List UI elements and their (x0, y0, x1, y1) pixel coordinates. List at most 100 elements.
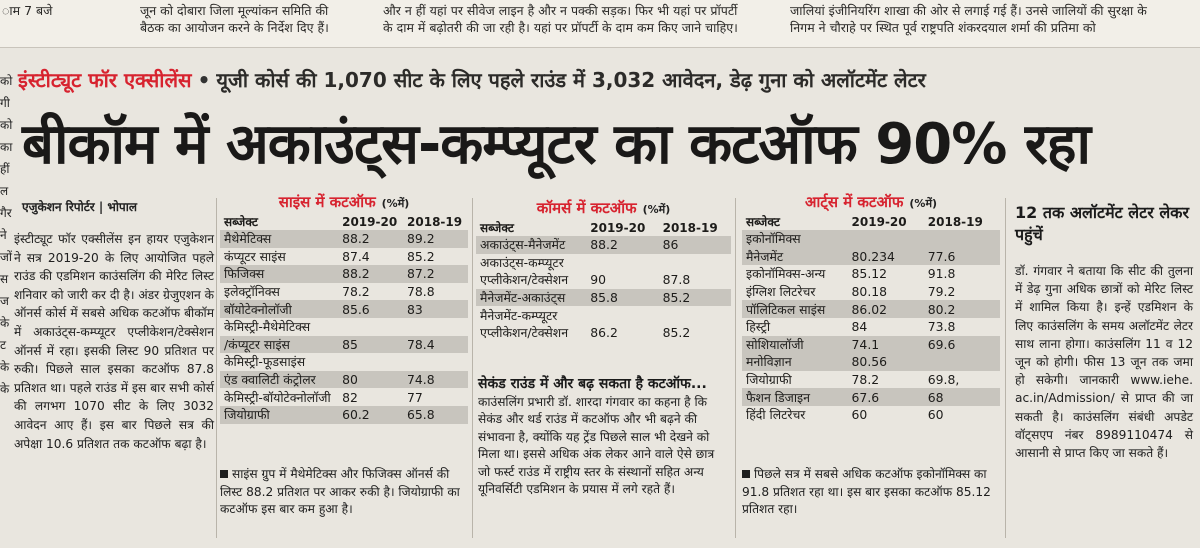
subject-cell: पॉलिटिकल साइंस (742, 300, 848, 318)
headline: बीकॉम में अकाउंट्स-कम्प्यूटर का कटऑफ 90%… (22, 112, 1091, 177)
second-round-heading: सेकंड राउंड में और बढ़ सकता है कटऑफ... (478, 376, 707, 392)
second-round-text: काउंसलिंग प्रभारी डॉ. शारदा गंगवार का कह… (478, 394, 715, 497)
arts-cutoff-table: आर्ट्स में कटऑफ (%में) सब्जेक्ट 2019-20 2… (742, 192, 1000, 424)
cutoff-2019-20-cell: 60.2 (338, 405, 404, 424)
cutoff-2018-19-cell (923, 230, 1000, 248)
arts-table: सब्जेक्ट 2019-20 2018-19 इकोनॉमिक्स मैनेज… (742, 213, 1000, 424)
cutoff-2018-19-cell: 77 (407, 389, 423, 405)
margin-fragment: स (0, 272, 9, 286)
cutoff-2019-20-cell (338, 353, 403, 371)
table-row: एंड क्वालिटी कंट्रोलर 80 74.8 (220, 370, 468, 389)
cutoff-2019-20-cell (586, 306, 658, 324)
table-row: इंग्लिश लिटरेचर 80.18 79.2 (742, 283, 1000, 301)
margin-fragment: गैर (0, 206, 12, 220)
subject-cell: मैनेजमेंट-अकाउंट्स (476, 288, 587, 307)
column-divider (735, 198, 736, 538)
cutoff-2018-19-cell: 78.4 (403, 335, 468, 354)
subject-cell: इंग्लिश लिटरेचर (746, 284, 816, 300)
cutoff-2018-19-cell: 85.2 (662, 325, 691, 341)
column-divider (216, 198, 217, 538)
margin-fragment: ने (0, 228, 7, 242)
table-row: सोशियालॉजी 74.1 69.6 (742, 335, 1000, 354)
cutoff-2019-20-cell: 85.6 (338, 300, 404, 318)
subject-cell: एप्लीकेशन/टेक्सेशन (480, 325, 569, 341)
column-header: 2019-20 (851, 214, 907, 229)
kicker-label: इंस्टीट्यूट फॉर एक्सीलेंस (18, 68, 192, 92)
allotment-heading: 12 तक अलॉटमेंट लेटर लेकर पहुंचें (1015, 203, 1190, 244)
cutoff-2018-19-cell: 69.6 (923, 335, 1000, 354)
bullet-square-icon (220, 470, 228, 478)
table-row: केमिस्ट्री-मैथेमेटिक्स (220, 318, 468, 336)
cutoff-2019-20-cell: 80.56 (847, 353, 924, 371)
table-row: जियोग्राफी 78.2 69.8, (742, 371, 1000, 389)
byline: एजुकेशन रिपोर्टर | भोपाल (22, 200, 137, 214)
column-header: 2019-20 (590, 220, 646, 235)
subject-cell: केमिस्ट्री-फूडसाइंस (224, 354, 306, 370)
column-header: 2018-19 (407, 214, 463, 229)
table-row: पॉलिटिकल साइंस 86.02 80.2 (742, 300, 1000, 318)
cutoff-2019-20-cell: 88.2 (338, 265, 404, 283)
subject-cell: एंड क्वालिटी कंट्रोलर (220, 370, 339, 389)
subject-cell: मनोविज्ञान (742, 353, 848, 371)
table-row: केमिस्ट्री-बॉयोटेक्नोलॉजी 82 77 (220, 388, 468, 406)
table-row: कंप्यूटर साइंस 87.4 85.2 (220, 248, 468, 266)
article-body: इंस्टीट्यूट फॉर एक्सीलेंस इन हायर एजुकेश… (14, 232, 214, 451)
subject-cell: केमिस्ट्री-बॉयोटेक्नोलॉजी (224, 389, 331, 405)
cutoff-2018-19-cell: 91.8 (927, 266, 956, 282)
margin-fragment: ज (0, 294, 9, 308)
arts-table-title: आर्ट्स में कटऑफ (%में) (804, 193, 938, 211)
table-row: फिजिक्स 88.2 87.2 (220, 265, 468, 283)
cutoff-2019-20-cell (586, 254, 658, 272)
cutoff-2018-19-cell: 85.2 (658, 288, 731, 307)
left-column-fragments: को गी को का हीं ल गैर ने जों स ज के ट के के (0, 70, 14, 540)
margin-fragment: ट (0, 338, 7, 352)
cutoff-2019-20-cell: 80.18 (851, 284, 888, 300)
column-header: 2018-19 (662, 220, 718, 235)
margin-fragment: के (0, 316, 10, 330)
subject-cell: एप्लीकेशन/टेक्सेशन (480, 272, 569, 288)
commerce-cutoff-table: कॉमर्स में कटऑफ (%में) सब्जेक्ट 2019-20 2… (476, 192, 731, 342)
column-header: सब्जेक्ट (224, 215, 258, 229)
commerce-table-title: कॉमर्स में कटऑफ (%में) (536, 199, 671, 217)
cutoff-2019-20-cell: 74.1 (847, 335, 924, 354)
column-header: सब्जेक्ट (746, 215, 780, 229)
science-cutoff-table: साइंस में कटऑफ (%में) सब्जेक्ट 2019-20 20… (220, 192, 468, 424)
kicker-text: यूजी कोर्स की 1,070 सीट के लिए पहले राउं… (216, 68, 926, 92)
cutoff-2018-19-cell (659, 306, 731, 324)
table-row: मैनेजमेंट 80.234 77.6 (742, 247, 1000, 266)
table-row: हिंदी लिटरेचर 60 60 (742, 406, 1000, 424)
table-row: एप्लीकेशन/टेक्सेशन 90 87.8 (476, 271, 731, 289)
previous-articles-strip: ाम 7 बजे जून को दोबारा जिला मूल्यांकन सम… (0, 0, 1200, 48)
subject-cell: हिस्ट्री (746, 319, 771, 335)
cutoff-2018-19-cell: 78.8 (407, 284, 435, 300)
cutoff-2019-20-cell: 67.6 (847, 388, 924, 406)
cutoff-2019-20-cell: 87.4 (342, 248, 370, 264)
cutoff-2019-20-cell: 78.2 (851, 372, 880, 388)
table-row: अकाउंट्स-कम्प्यूटर (476, 254, 731, 272)
column-divider (1005, 198, 1006, 538)
cutoff-2019-20-cell: 60 (851, 407, 868, 423)
cutoff-2018-19-cell: 87.2 (403, 265, 468, 283)
bullet-square-icon (742, 470, 750, 478)
table-row: मैनेजमेंट-कम्प्यूटर (476, 306, 731, 324)
cutoff-2019-20-cell: 86.02 (847, 300, 924, 318)
cutoff-2018-19-cell: 87.8 (662, 272, 691, 288)
cutoff-2019-20-cell: 82 (342, 389, 358, 405)
subject-cell: हिंदी लिटरेचर (746, 407, 806, 423)
strip-col-2: जून को दोबारा जिला मूल्यांकन समिति की बै… (140, 3, 329, 35)
table-row: अकाउंट्स-मैनेजमेंट 88.2 86 (476, 236, 731, 254)
table-row: बॉयोटेक्नोलॉजी 85.6 83 (220, 300, 468, 318)
cutoff-2019-20-cell: 85 (338, 335, 404, 354)
margin-fragment: हीं (0, 162, 10, 176)
strip-col-1: ाम 7 बजे (2, 3, 53, 18)
subject-cell: फिजिक्स (220, 265, 339, 283)
table-row: जियोग्राफी 60.2 65.8 (220, 405, 468, 424)
cutoff-2018-19-cell: 74.8 (403, 370, 468, 389)
subject-cell: मैथेमेटिक्स (220, 230, 339, 248)
cutoff-2019-20-cell: 86.2 (590, 325, 618, 341)
cutoff-2019-20-cell: 84 (851, 319, 868, 335)
margin-fragment: को (0, 74, 13, 88)
cutoff-2018-19-cell: 68 (923, 388, 1000, 406)
commerce-table: सब्जेक्ट 2019-20 2018-19 अकाउंट्स-मैनेजम… (476, 219, 731, 342)
kicker-dot: • (197, 68, 211, 92)
